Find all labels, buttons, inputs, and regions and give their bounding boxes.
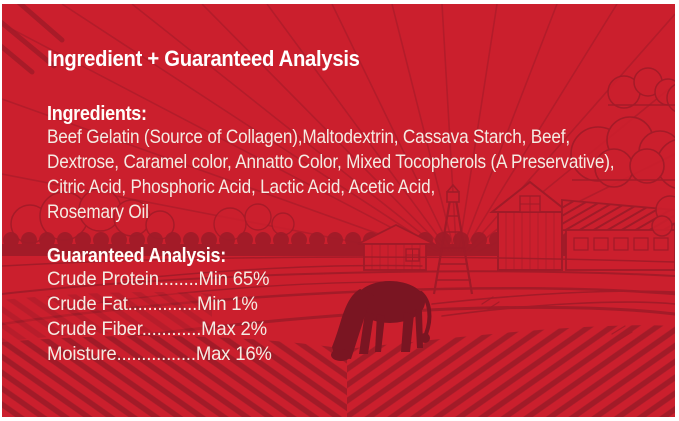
- analysis-row: Crude Fat..............Min 1%: [47, 293, 258, 315]
- tree-icon: [651, 195, 675, 237]
- plowed-field-hatching: [2, 292, 675, 417]
- windmill-tower: [432, 183, 474, 295]
- barn: [489, 180, 675, 271]
- analysis-row: Crude Protein........Min 65%: [47, 268, 270, 290]
- cloud-cluster-center: [213, 203, 295, 241]
- label-red-area: Ingredient + Guaranteed Analysis Ingredi…: [2, 4, 675, 417]
- ingredients-line: Rosemary Oil: [47, 201, 149, 223]
- label-text-panel: Ingredient + Guaranteed Analysis Ingredi…: [47, 4, 665, 367]
- ingredients-list: Beef Gelatin (Source of Collagen),Maltod…: [47, 125, 665, 225]
- cow-silhouette: [331, 281, 432, 361]
- farm-scene-illustration: [2, 4, 675, 417]
- page-title: Ingredient + Guaranteed Analysis: [47, 46, 360, 71]
- ingredients-line: Beef Gelatin (Source of Collagen),Maltod…: [47, 126, 570, 148]
- ingredients-line: Dextrose, Caramel color, Annatto Color, …: [47, 151, 615, 173]
- guaranteed-analysis-heading: Guaranteed Analysis:: [47, 245, 227, 267]
- ingredients-heading: Ingredients:: [47, 103, 147, 125]
- corner-strokes: [2, 4, 65, 75]
- ingredients-line: Citric Acid, Phosphoric Acid, Lactic Aci…: [47, 176, 436, 198]
- cloud-cluster-right: [570, 116, 675, 189]
- analysis-row: Moisture................Max 16%: [47, 343, 272, 365]
- analysis-row: Crude Fiber............Max 2%: [47, 318, 267, 340]
- guaranteed-analysis-list: Crude Protein........Min 65% Crude Fat..…: [47, 267, 665, 367]
- grass-tufts: [481, 296, 640, 347]
- cloud-cluster-right-top: [607, 67, 675, 113]
